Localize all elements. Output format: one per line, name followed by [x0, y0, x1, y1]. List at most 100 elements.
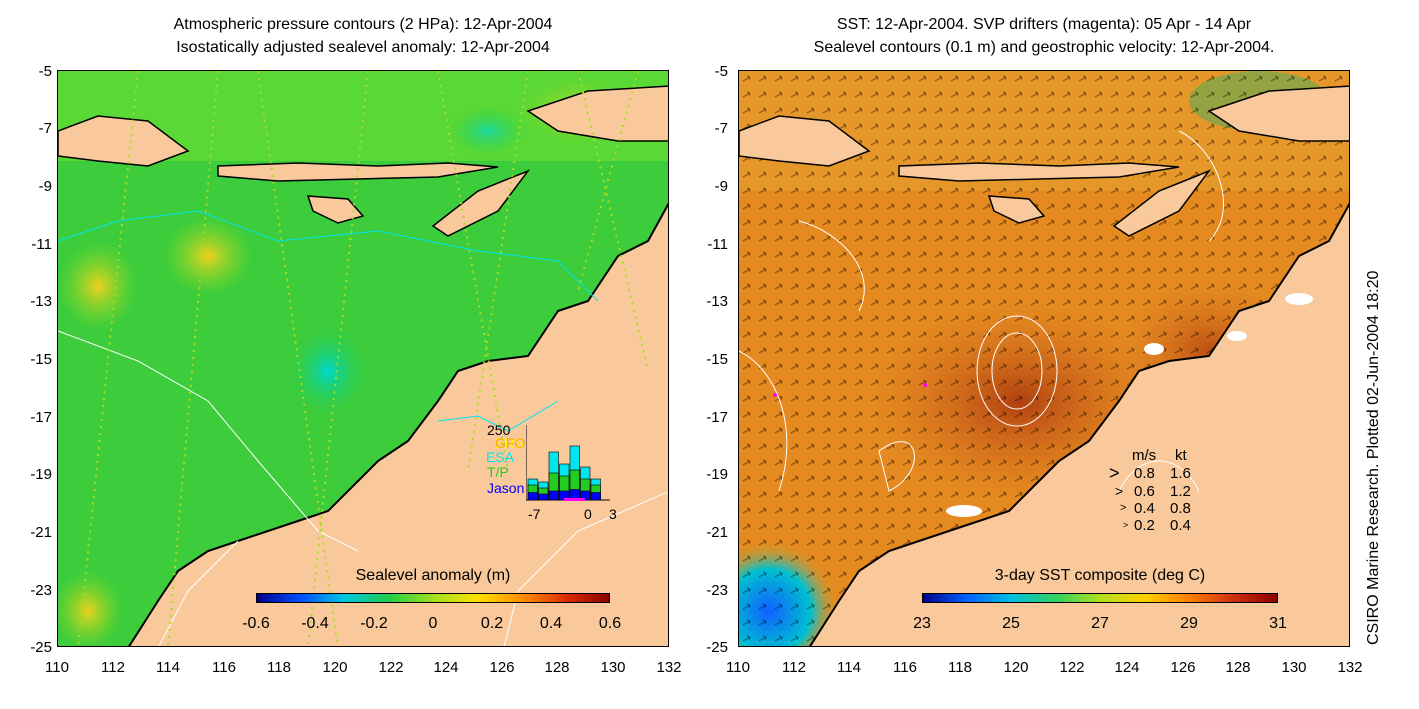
speed-legend-kt: 1.6	[1170, 465, 1191, 482]
y-tick: -5	[714, 63, 728, 80]
x-tick: 118	[948, 659, 972, 676]
plot-credit: CSIRO Marine Research. Plotted 02-Jun-20…	[1365, 270, 1382, 645]
x-tick: 122	[378, 659, 404, 676]
inset-legend-gfo: GFO	[495, 435, 526, 451]
pressure-contour-cyan	[58, 210, 599, 302]
y-tick: -5	[38, 63, 52, 80]
speed-arrow-icon: >	[1123, 520, 1129, 530]
x-tick: 130	[600, 659, 626, 676]
y-tick: -25	[30, 639, 52, 656]
inset-legend-jason: Jason	[487, 480, 525, 496]
svp-drifters	[773, 383, 927, 397]
inset-bar-jason	[527, 492, 538, 501]
timor-island	[431, 169, 531, 237]
x-tick: 132	[1337, 659, 1363, 676]
inset-legend-tp: T/P	[487, 464, 509, 480]
y-tick: -17	[706, 409, 728, 426]
inset-bar-jason	[548, 490, 559, 501]
inset-bars	[526, 425, 610, 501]
speed-arrow-icon: >	[1120, 502, 1127, 514]
y-tick: -19	[30, 466, 52, 483]
inset-drifter-period	[563, 498, 585, 501]
y-tick: -15	[30, 351, 52, 368]
speed-legend-ms: 0.4	[1134, 500, 1155, 517]
inset-legend-ers: ERS	[495, 435, 524, 451]
colorbar-label: 0	[428, 615, 438, 632]
inset-x-label: -7	[528, 506, 541, 522]
x-tick: 124	[433, 659, 459, 676]
x-tick: 112	[782, 659, 806, 676]
x-tick: 124	[1114, 659, 1140, 676]
colorbar-label: -0.4	[301, 615, 329, 632]
x-tick: 112	[101, 659, 125, 676]
y-tick: -23	[30, 582, 52, 599]
x-tick: 116	[212, 659, 236, 676]
x-tick: 130	[1281, 659, 1307, 676]
colorbar-label: 0.2	[480, 615, 504, 632]
x-tick: 118	[267, 659, 291, 676]
left-colorbar	[256, 593, 610, 603]
speed-legend-ms: 0.8	[1134, 465, 1155, 482]
left-title-line1: Atmospheric pressure contours (2 HPa): 1…	[173, 16, 553, 33]
y-tick: -19	[706, 466, 728, 483]
x-tick: 120	[1003, 659, 1029, 676]
speed-legend-kt: 1.2	[1170, 483, 1191, 500]
lesser-sunda-islands	[898, 162, 1180, 182]
speed-legend-ms: 0.2	[1134, 517, 1155, 534]
y-tick: -7	[714, 120, 728, 137]
y-tick: -21	[706, 524, 728, 541]
x-tick: 116	[893, 659, 917, 676]
y-tick: -25	[706, 639, 728, 656]
left-map-svg	[58, 71, 668, 646]
x-tick: 120	[322, 659, 348, 676]
inset-legend-esa: ESA	[486, 449, 515, 465]
australia-land	[128, 202, 668, 646]
australia-land	[809, 202, 1349, 646]
inset-bar-jason	[590, 492, 601, 501]
x-tick: 126	[489, 659, 515, 676]
speed-arrow-icon: >	[1109, 463, 1120, 483]
anomaly-high-west	[58, 241, 138, 331]
speed-legend-kt: 0.8	[1170, 500, 1191, 517]
inset-bar-jason	[580, 490, 591, 501]
right-map-panel	[738, 70, 1350, 647]
x-tick: 128	[1225, 659, 1251, 676]
pressure-contour	[58, 330, 359, 552]
left-map-panel	[57, 70, 669, 647]
y-tick: -9	[714, 178, 728, 195]
right-colorbar-title: 3-day SST composite (deg C)	[994, 567, 1206, 584]
speed-arrow-icon: >	[1115, 483, 1124, 499]
inset-ymax-label: 250	[487, 422, 511, 438]
new-guinea-land	[526, 85, 668, 142]
speed-legend-kt: 0.4	[1170, 517, 1191, 534]
colorbar-label: 0.6	[598, 615, 622, 632]
y-tick: -7	[38, 120, 52, 137]
y-tick: -13	[706, 293, 728, 310]
sumatra-java-land	[58, 115, 190, 167]
timor-island	[1112, 169, 1212, 237]
sumba-island	[987, 195, 1046, 224]
speed-legend-ms: 0.6	[1134, 483, 1155, 500]
inset-x-label: 3	[609, 506, 617, 522]
inset-x-label: 0	[584, 506, 592, 522]
inset-bar-jason	[538, 493, 549, 501]
right-colorbar	[922, 593, 1278, 603]
colorbar-label: 29	[1180, 615, 1198, 632]
cloud-mask	[946, 293, 1313, 517]
speed-legend-header-ms: m/s	[1132, 447, 1157, 464]
sumba-island	[306, 195, 365, 224]
y-tick: -9	[38, 178, 52, 195]
speed-legend-header-kt: kt	[1175, 447, 1187, 464]
sealevel-contours	[739, 130, 1224, 492]
lesser-sunda-islands	[217, 162, 499, 182]
colorbar-label: 25	[1002, 615, 1020, 632]
anomaly-high-central	[163, 216, 253, 296]
x-tick: 110	[726, 659, 750, 676]
anomaly-low-center	[288, 326, 368, 416]
y-tick: -15	[706, 351, 728, 368]
x-tick: 110	[45, 659, 69, 676]
y-tick: -23	[706, 582, 728, 599]
y-tick: -11	[31, 236, 52, 253]
colorbar-label: -0.2	[360, 615, 388, 632]
colorbar-label: -0.6	[242, 615, 270, 632]
